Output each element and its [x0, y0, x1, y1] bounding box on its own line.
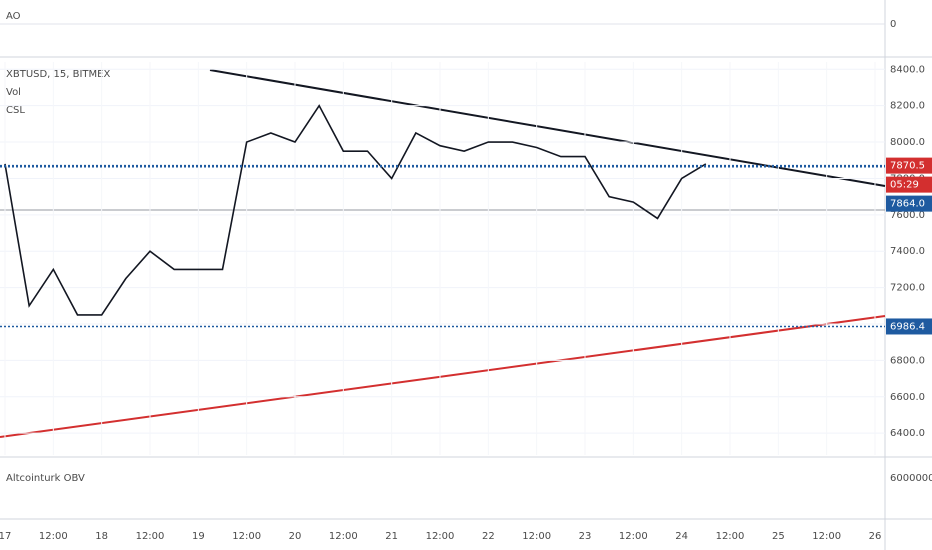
countdown-tag [886, 176, 932, 193]
x-tick-label: 22 [482, 531, 495, 542]
x-tick-label: 26 [869, 531, 882, 542]
x-tick-label: 23 [579, 531, 592, 542]
y-tick-label: 7200.0 [890, 283, 925, 294]
obv-tick: 6000000000 [890, 473, 932, 484]
price-tag-label: 7864.0 [890, 199, 925, 210]
y-tick-label: 6800.0 [890, 355, 925, 366]
y-tick-label: 8000.0 [890, 137, 925, 148]
y-tick-label: 8200.0 [890, 101, 925, 112]
y-tick-label: 7400.0 [890, 246, 925, 257]
ao-label: AO [6, 11, 21, 22]
y-tick-label: 6600.0 [890, 392, 925, 403]
x-tick-label: 12:00 [426, 531, 455, 542]
price-tag-label: 7870.5 [890, 161, 925, 172]
ao-tick: 0 [890, 19, 896, 30]
x-tick-label: 12:00 [232, 531, 261, 542]
y-tick-label: 8400.0 [890, 64, 925, 75]
x-tick-label: 12:00 [329, 531, 358, 542]
price-line [4, 104, 707, 316]
x-tick-label: 12:00 [136, 531, 165, 542]
y-tick-label: 6400.0 [890, 428, 925, 439]
x-tick-label: 25 [772, 531, 785, 542]
indicator-label: CSL [6, 105, 25, 116]
x-tick-label: 19 [192, 531, 205, 542]
x-tick-label: 12:00 [619, 531, 648, 542]
trendline [0, 315, 886, 438]
price-tag [886, 318, 932, 335]
x-tick-label: 12:00 [812, 531, 841, 542]
indicator-label: Vol [6, 87, 21, 98]
countdown-label: 05:29 [890, 180, 919, 191]
x-tick-label: 24 [675, 531, 688, 542]
price-tag-label: 6986.4 [890, 321, 925, 332]
x-tick-label: 12:00 [522, 531, 551, 542]
y-tick-label: 7600.0 [890, 210, 925, 221]
x-tick-label: 12:00 [716, 531, 745, 542]
price-tag [886, 157, 932, 174]
x-tick-label: 12:00 [39, 531, 68, 542]
x-tick-label: 18 [95, 531, 108, 542]
x-tick-label: 21 [385, 531, 398, 542]
x-tick-label: 17 [0, 531, 11, 542]
x-tick-label: 20 [289, 531, 302, 542]
symbol-label: XBTUSD, 15, BITMEX [6, 69, 110, 80]
obv-label: Altcointurk OBV [6, 473, 85, 484]
price-tag [886, 195, 932, 212]
